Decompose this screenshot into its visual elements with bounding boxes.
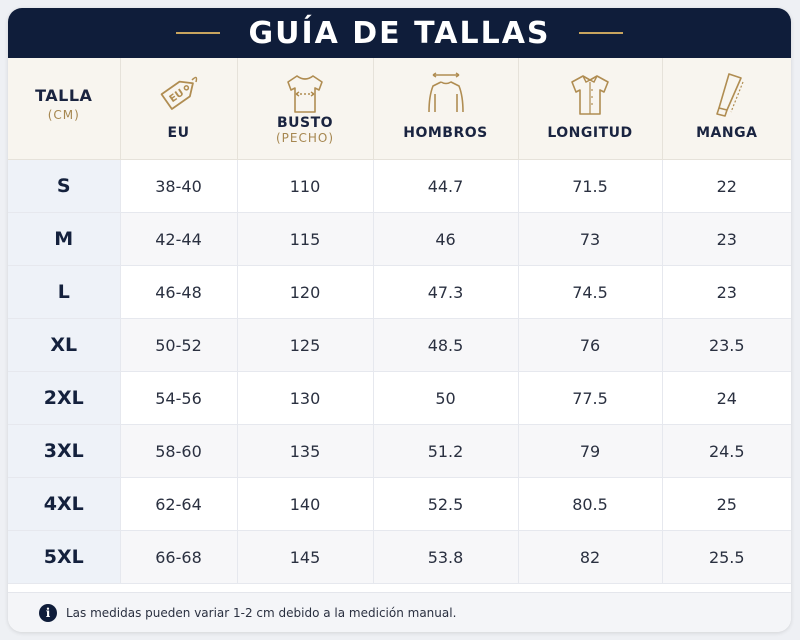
shirt-length-icon: [571, 75, 609, 115]
hombros-cell: 46: [373, 212, 519, 266]
size-guide-card: GUÍA DE TALLAS TALLA (CM): [8, 8, 791, 632]
eu-cell: 46-48: [120, 265, 238, 319]
header-sublabel: (PECHO): [275, 131, 335, 145]
hombros-cell: 44.7: [373, 159, 519, 213]
shoulders-measure-icon: [427, 72, 464, 113]
size-table: TALLA (CM) EU: [8, 58, 791, 584]
header-busto: BUSTO (PECHO): [237, 58, 374, 160]
table-row: L 46-48 120 47.3 74.5 23: [8, 265, 791, 319]
info-icon: i: [39, 604, 57, 622]
longitud-cell: 76: [518, 318, 663, 372]
header-talla: TALLA (CM): [8, 58, 121, 160]
size-cell: 2XL: [8, 371, 121, 425]
longitud-cell: 82: [518, 530, 663, 584]
longitud-cell: 80.5: [518, 477, 663, 531]
header-label: LONGITUD: [547, 125, 633, 141]
manga-cell: 25.5: [662, 530, 791, 584]
page-title: GUÍA DE TALLAS: [248, 15, 551, 51]
title-decoration-right: [578, 32, 623, 34]
longitud-cell: 74.5: [518, 265, 663, 319]
manga-cell: 24: [662, 371, 791, 425]
table-row: 3XL 58-60 135 51.2 79 24.5: [8, 424, 791, 478]
busto-cell: 140: [237, 477, 374, 531]
table-row: M 42-44 115 46 73 23: [8, 212, 791, 266]
manga-cell: 25: [662, 477, 791, 531]
hombros-cell: 47.3: [373, 265, 519, 319]
busto-cell: 110: [237, 159, 374, 213]
longitud-cell: 79: [518, 424, 663, 478]
eu-cell: 54-56: [120, 371, 238, 425]
hombros-cell: 51.2: [373, 424, 519, 478]
header-label: HOMBROS: [403, 125, 488, 141]
hombros-cell: 48.5: [373, 318, 519, 372]
eu-cell: 58-60: [120, 424, 238, 478]
size-cell: 3XL: [8, 424, 121, 478]
title-decoration-left: [176, 32, 221, 34]
header-label: MANGA: [696, 125, 758, 141]
header-longitud: LONGITUD: [518, 58, 663, 160]
eu-cell: 42-44: [120, 212, 238, 266]
longitud-cell: 77.5: [518, 371, 663, 425]
manga-cell: 23.5: [662, 318, 791, 372]
tag-text: EU: [167, 87, 186, 105]
table-row: 4XL 62-64 140 52.5 80.5 25: [8, 477, 791, 531]
header-label: EU: [167, 125, 190, 141]
header-label: TALLA: [35, 86, 93, 105]
busto-cell: 115: [237, 212, 374, 266]
busto-cell: 130: [237, 371, 374, 425]
chest-measure-icon: [287, 75, 323, 113]
hombros-cell: 53.8: [373, 530, 519, 584]
table-row: S 38-40 110 44.7 71.5 22: [8, 159, 791, 213]
longitud-cell: 71.5: [518, 159, 663, 213]
header-hombros: HOMBROS: [373, 58, 519, 160]
table-row: XL 50-52 125 48.5 76 23.5: [8, 318, 791, 372]
busto-cell: 120: [237, 265, 374, 319]
header-sublabel: (CM): [47, 108, 80, 122]
price-tag-icon: EU: [160, 76, 197, 110]
manga-cell: 23: [662, 265, 791, 319]
size-cell: 4XL: [8, 477, 121, 531]
size-cell: M: [8, 212, 121, 266]
header-manga: MANGA: [662, 58, 791, 160]
hombros-cell: 50: [373, 371, 519, 425]
eu-cell: 66-68: [120, 530, 238, 584]
hombros-cell: 52.5: [373, 477, 519, 531]
title-bar: GUÍA DE TALLAS: [8, 8, 791, 58]
header-label: BUSTO: [276, 115, 334, 131]
size-cell: XL: [8, 318, 121, 372]
longitud-cell: 73: [518, 212, 663, 266]
eu-cell: 50-52: [120, 318, 238, 372]
eu-cell: 38-40: [120, 159, 238, 213]
busto-cell: 135: [237, 424, 374, 478]
footer-text: Las medidas pueden variar 1-2 cm debido …: [66, 606, 457, 620]
table-row: 2XL 54-56 130 50 77.5 24: [8, 371, 791, 425]
table-header-row: TALLA (CM) EU: [8, 58, 791, 160]
size-cell: S: [8, 159, 121, 213]
sleeve-measure-icon: [715, 73, 744, 117]
manga-cell: 22: [662, 159, 791, 213]
header-eu: EU EU: [120, 58, 238, 160]
size-cell: L: [8, 265, 121, 319]
manga-cell: 23: [662, 212, 791, 266]
busto-cell: 125: [237, 318, 374, 372]
eu-cell: 62-64: [120, 477, 238, 531]
manga-cell: 24.5: [662, 424, 791, 478]
size-cell: 5XL: [8, 530, 121, 584]
busto-cell: 145: [237, 530, 374, 584]
table-row: 5XL 66-68 145 53.8 82 25.5: [8, 530, 791, 584]
footer-note: i Las medidas pueden variar 1-2 cm debid…: [8, 592, 791, 632]
